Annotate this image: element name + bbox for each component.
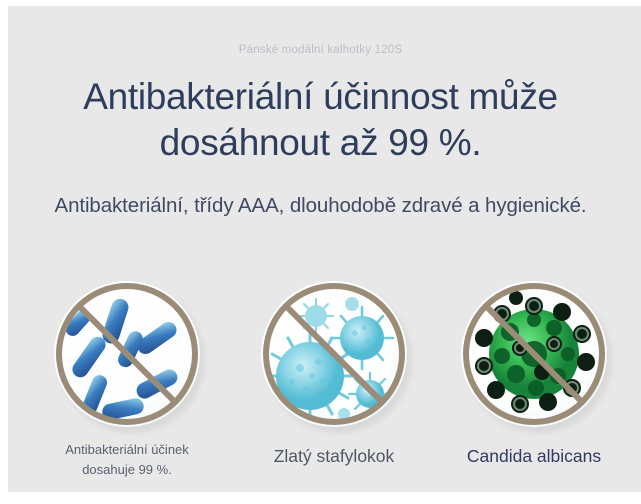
feature-item-candida: Candida albicans: [434, 278, 634, 468]
caption-line-1: Antibakteriální účinek: [65, 442, 189, 457]
caption-candida: Candida albicans: [466, 446, 602, 466]
candida-svg: [463, 283, 605, 425]
product-name-eyebrow: Pánské modální kalhotky 120S: [238, 44, 403, 56]
caption-staphylococcus: Zlatý stafylokok: [273, 446, 395, 466]
feature-item-staphylococcus: Zlatý stafylokok: [234, 278, 434, 468]
feature-item-rod-bacteria: Antibakteriální účinek dosahuje 99 %.: [27, 278, 227, 480]
headline-line-2: dosáhnout až 99 %.: [159, 122, 482, 163]
feature-icon-row: Antibakteriální účinek dosahuje 99 %.: [8, 278, 633, 490]
subtitle-text: Antibakteriální, třídy AAA, dlouhodobě z…: [54, 194, 587, 217]
caption-line-2: dosahuje 99 %.: [82, 462, 172, 477]
caption-rod-bacteria: Antibakteriální účinek dosahuje 99 %.: [27, 440, 227, 480]
headline-line-1: Antibakteriální účinnost může: [83, 76, 558, 117]
staphylococcus-prohibited-icon: [258, 278, 412, 433]
rod-bacteria-svg: [56, 283, 198, 425]
staphylococcus-svg: [263, 283, 405, 425]
candida-albicans-prohibited-icon: [458, 278, 612, 433]
rod-bacteria-prohibited-icon: [51, 278, 205, 433]
page-title: Antibakteriální účinnost může dosáhnout …: [8, 74, 633, 166]
banner-panel: Pánské modální kalhotky 120S Antibakteri…: [8, 6, 641, 492]
